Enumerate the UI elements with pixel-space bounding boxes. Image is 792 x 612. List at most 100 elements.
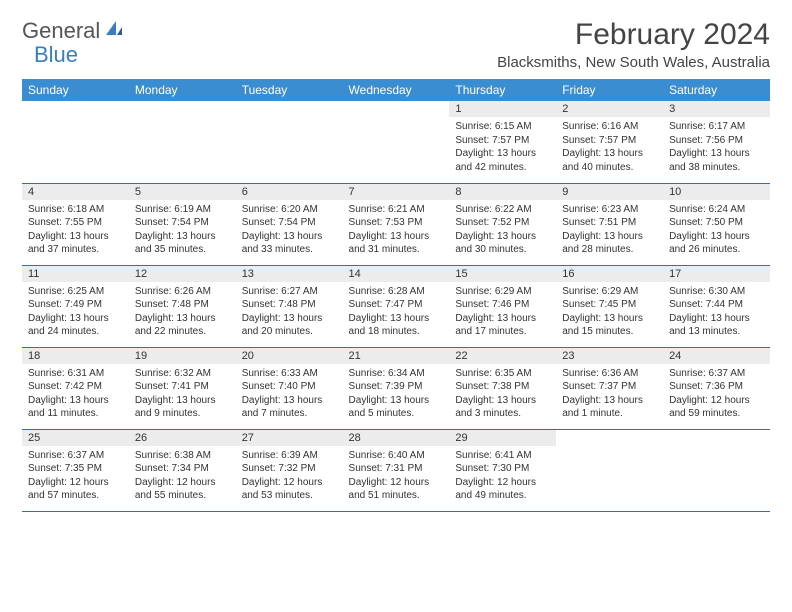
day-content: Sunrise: 6:29 AMSunset: 7:46 PMDaylight:…: [449, 282, 556, 345]
month-title: February 2024: [497, 18, 770, 52]
calendar-cell: 28Sunrise: 6:40 AMSunset: 7:31 PMDayligh…: [343, 429, 450, 511]
calendar-cell: 16Sunrise: 6:29 AMSunset: 7:45 PMDayligh…: [556, 265, 663, 347]
day-content: [556, 434, 663, 443]
day-number: 12: [129, 266, 236, 282]
calendar-cell: [129, 101, 236, 183]
sunrise-text: Sunrise: 6:41 AM: [455, 449, 550, 463]
daylight-text: Daylight: 12 hours and 57 minutes.: [28, 476, 123, 503]
day-number: 13: [236, 266, 343, 282]
calendar-cell: 2Sunrise: 6:16 AMSunset: 7:57 PMDaylight…: [556, 101, 663, 183]
daylight-text: Daylight: 13 hours and 28 minutes.: [562, 230, 657, 257]
day-number: 10: [663, 184, 770, 200]
sunset-text: Sunset: 7:50 PM: [669, 216, 764, 230]
day-number: 27: [236, 430, 343, 446]
sunset-text: Sunset: 7:56 PM: [669, 134, 764, 148]
daylight-text: Daylight: 13 hours and 13 minutes.: [669, 312, 764, 339]
day-content: [343, 105, 450, 114]
calendar-cell: 23Sunrise: 6:36 AMSunset: 7:37 PMDayligh…: [556, 347, 663, 429]
day-content: Sunrise: 6:38 AMSunset: 7:34 PMDaylight:…: [129, 446, 236, 509]
calendar-cell: 8Sunrise: 6:22 AMSunset: 7:52 PMDaylight…: [449, 183, 556, 265]
calendar-cell: 4Sunrise: 6:18 AMSunset: 7:55 PMDaylight…: [22, 183, 129, 265]
sunrise-text: Sunrise: 6:15 AM: [455, 120, 550, 134]
calendar-cell: 26Sunrise: 6:38 AMSunset: 7:34 PMDayligh…: [129, 429, 236, 511]
sunrise-text: Sunrise: 6:37 AM: [669, 367, 764, 381]
daylight-text: Daylight: 12 hours and 51 minutes.: [349, 476, 444, 503]
day-number: 6: [236, 184, 343, 200]
daylight-text: Daylight: 13 hours and 15 minutes.: [562, 312, 657, 339]
calendar-cell: 1 Sunrise: 6:15 AMSunset: 7:57 PMDaylight…: [449, 101, 556, 183]
weekday-header: Saturday: [663, 79, 770, 101]
sunrise-text: Sunrise: 6:35 AM: [455, 367, 550, 381]
day-number: 11: [22, 266, 129, 282]
sunset-text: Sunset: 7:30 PM: [455, 462, 550, 476]
sunrise-text: Sunrise: 6:40 AM: [349, 449, 444, 463]
daylight-text: Daylight: 13 hours and 5 minutes.: [349, 394, 444, 421]
location-label: Blacksmiths, New South Wales, Australia: [497, 54, 770, 71]
calendar-cell: 29Sunrise: 6:41 AMSunset: 7:30 PMDayligh…: [449, 429, 556, 511]
weekday-header: Monday: [129, 79, 236, 101]
day-number: 26: [129, 430, 236, 446]
day-number: 3: [663, 101, 770, 117]
calendar-table: Sunday Monday Tuesday Wednesday Thursday…: [22, 79, 770, 512]
day-number: 8: [449, 184, 556, 200]
sunset-text: Sunset: 7:54 PM: [135, 216, 230, 230]
day-number: 28: [343, 430, 450, 446]
sunset-text: Sunset: 7:45 PM: [562, 298, 657, 312]
day-content: Sunrise: 6:26 AMSunset: 7:48 PMDaylight:…: [129, 282, 236, 345]
calendar-cell: 13Sunrise: 6:27 AMSunset: 7:48 PMDayligh…: [236, 265, 343, 347]
day-content: Sunrise: 6:37 AMSunset: 7:35 PMDaylight:…: [22, 446, 129, 509]
day-content: Sunrise: 6:29 AMSunset: 7:45 PMDaylight:…: [556, 282, 663, 345]
calendar-cell: 5Sunrise: 6:19 AMSunset: 7:54 PMDaylight…: [129, 183, 236, 265]
calendar-cell: 17Sunrise: 6:30 AMSunset: 7:44 PMDayligh…: [663, 265, 770, 347]
day-content: Sunrise: 6:41 AMSunset: 7:30 PMDaylight:…: [449, 446, 556, 509]
sunset-text: Sunset: 7:48 PM: [242, 298, 337, 312]
sunset-text: Sunset: 7:36 PM: [669, 380, 764, 394]
day-content: Sunrise: 6:30 AMSunset: 7:44 PMDaylight:…: [663, 282, 770, 345]
calendar-cell: [663, 429, 770, 511]
day-number: 2: [556, 101, 663, 117]
day-number: 19: [129, 348, 236, 364]
daylight-text: Daylight: 13 hours and 20 minutes.: [242, 312, 337, 339]
daylight-text: Daylight: 13 hours and 9 minutes.: [135, 394, 230, 421]
calendar-cell: [556, 429, 663, 511]
daylight-text: Daylight: 13 hours and 17 minutes.: [455, 312, 550, 339]
calendar-cell: 27Sunrise: 6:39 AMSunset: 7:32 PMDayligh…: [236, 429, 343, 511]
day-number: 20: [236, 348, 343, 364]
sunrise-text: Sunrise: 6:37 AM: [28, 449, 123, 463]
sunset-text: Sunset: 7:57 PM: [455, 134, 550, 148]
calendar-cell: 3Sunrise: 6:17 AMSunset: 7:56 PMDaylight…: [663, 101, 770, 183]
day-number: 21: [343, 348, 450, 364]
day-number: 23: [556, 348, 663, 364]
day-number: 22: [449, 348, 556, 364]
sunrise-text: Sunrise: 6:20 AM: [242, 203, 337, 217]
day-number: 14: [343, 266, 450, 282]
sunset-text: Sunset: 7:47 PM: [349, 298, 444, 312]
daylight-text: Daylight: 13 hours and 40 minutes.: [562, 147, 657, 174]
day-content: Sunrise: 6:19 AMSunset: 7:54 PMDaylight:…: [129, 200, 236, 263]
day-content: Sunrise: 6:18 AMSunset: 7:55 PMDaylight:…: [22, 200, 129, 263]
sunrise-text: Sunrise: 6:38 AM: [135, 449, 230, 463]
day-content: Sunrise: 6:37 AMSunset: 7:36 PMDaylight:…: [663, 364, 770, 427]
day-content: Sunrise: 6:34 AMSunset: 7:39 PMDaylight:…: [343, 364, 450, 427]
day-content: Sunrise: 6:40 AMSunset: 7:31 PMDaylight:…: [343, 446, 450, 509]
day-number: 25: [22, 430, 129, 446]
weekday-header: Wednesday: [343, 79, 450, 101]
day-content: Sunrise: 6:33 AMSunset: 7:40 PMDaylight:…: [236, 364, 343, 427]
day-content: [22, 105, 129, 114]
daylight-text: Daylight: 12 hours and 53 minutes.: [242, 476, 337, 503]
calendar-cell: 14Sunrise: 6:28 AMSunset: 7:47 PMDayligh…: [343, 265, 450, 347]
sunset-text: Sunset: 7:42 PM: [28, 380, 123, 394]
daylight-text: Daylight: 12 hours and 49 minutes.: [455, 476, 550, 503]
weekday-header: Sunday: [22, 79, 129, 101]
sunrise-text: Sunrise: 6:22 AM: [455, 203, 550, 217]
calendar-row: 11Sunrise: 6:25 AMSunset: 7:49 PMDayligh…: [22, 265, 770, 347]
calendar-cell: 10Sunrise: 6:24 AMSunset: 7:50 PMDayligh…: [663, 183, 770, 265]
calendar-cell: 21Sunrise: 6:34 AMSunset: 7:39 PMDayligh…: [343, 347, 450, 429]
day-number: 1: [449, 101, 556, 117]
day-number: 17: [663, 266, 770, 282]
day-content: Sunrise: 6:32 AMSunset: 7:41 PMDaylight:…: [129, 364, 236, 427]
sunset-text: Sunset: 7:48 PM: [135, 298, 230, 312]
sunset-text: Sunset: 7:53 PM: [349, 216, 444, 230]
daylight-text: Daylight: 13 hours and 42 minutes.: [455, 147, 550, 174]
day-content: [129, 105, 236, 114]
